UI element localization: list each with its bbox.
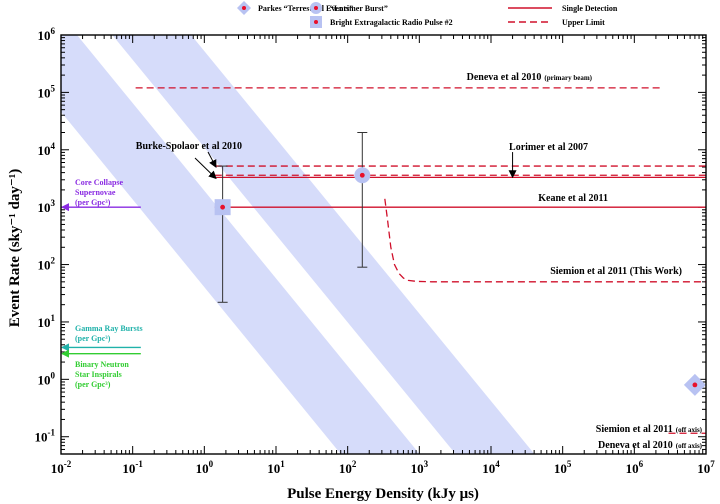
y-tick-label: 105 xyxy=(38,83,56,100)
y-tick-label: 101 xyxy=(38,313,56,330)
label-keane: Keane et al 2011 xyxy=(538,193,608,204)
limit-lines xyxy=(135,87,706,434)
label-bns-1: Binary Neutron xyxy=(75,360,129,369)
point-dot xyxy=(692,382,698,388)
burke-arrow-2 xyxy=(194,157,217,180)
y-tick-label: 10-1 xyxy=(35,428,56,445)
y-tick-label: 106 xyxy=(38,26,56,43)
legend-dot xyxy=(242,6,246,10)
legend-dot xyxy=(314,20,318,24)
y-tick-label: 100 xyxy=(38,370,56,387)
label-ccsn-1: Core Collapse xyxy=(75,178,124,187)
legend-label: Parkes “Terrestrial Events” xyxy=(258,4,353,13)
label-burke-spolaor: Burke-Spolaor et al 2010 xyxy=(136,141,242,152)
y-tick-label: 102 xyxy=(38,256,56,273)
tick-labels: 10-2 10-1 100 101 102 103 104 105 106 107 10-1 100 1… xyxy=(35,26,716,476)
legend-dot xyxy=(314,6,318,10)
legend-label: “Lorimer Burst” xyxy=(330,4,388,13)
label-siemion: Siemion et al 2011 (This Work) xyxy=(550,266,682,277)
label-bns-3: (per Gpc³) xyxy=(75,380,111,389)
burke-arrow-1 xyxy=(207,151,217,168)
x-tick-label: 102 xyxy=(339,459,357,476)
label-bns-2: Star Inspirals xyxy=(75,370,122,379)
label-grb-1: Gamma Ray Bursts xyxy=(75,324,143,333)
legend-label: Upper Limit xyxy=(562,18,605,27)
label-deneva-primary: Deneva et al 2010 (primary beam) xyxy=(467,72,593,83)
label-siemion-off-axis: Siemion et al 2011 (off axis) xyxy=(596,424,703,435)
plot-frame xyxy=(60,34,707,455)
x-tick-label: 106 xyxy=(626,459,644,476)
legend-label: Single Detection xyxy=(562,4,618,13)
label-grb-2: (per Gpc³) xyxy=(75,334,111,343)
label-ccsn-2: Supernovae xyxy=(75,188,116,197)
x-tick-label: 105 xyxy=(554,459,572,476)
label-deneva-off-axis: Deneva et al 2010 (off axis) xyxy=(598,440,703,451)
label-ccsn-3: (per Gpc³) xyxy=(75,198,111,207)
x-tick-label: 100 xyxy=(196,459,214,476)
y-tick-label: 103 xyxy=(38,198,56,215)
band-right xyxy=(112,35,535,454)
point-dot xyxy=(220,204,226,210)
y-tick-label: 104 xyxy=(38,141,56,158)
x-tick-label: 10-1 xyxy=(122,459,143,476)
x-tick-label: 101 xyxy=(267,459,285,476)
axis-ticks xyxy=(60,34,707,455)
legend-label: Bright Extragalactic Radio Pulse #2 xyxy=(330,18,453,27)
data-points xyxy=(214,132,706,396)
x-tick-label: 103 xyxy=(411,459,429,476)
y-axis-title: Event Rate (sky⁻¹ day⁻¹) xyxy=(7,169,23,328)
band-left xyxy=(61,35,420,454)
point-dot xyxy=(359,172,365,178)
siemion-curve xyxy=(384,198,706,283)
x-tick-label: 10-2 xyxy=(51,459,72,476)
x-axis-title: Pulse Energy Density (kJy μs) xyxy=(287,486,479,502)
x-tick-label: 104 xyxy=(482,459,500,476)
annotations: Deneva et al 2010 (primary beam) Lorimer e… xyxy=(61,72,703,451)
shaded-bands xyxy=(61,35,535,454)
legend: Parkes “Terrestrial Events”“Lorimer Burs… xyxy=(237,1,618,28)
label-lorimer-2007: Lorimer et al 2007 xyxy=(509,142,588,153)
x-tick-label: 107 xyxy=(697,459,715,476)
